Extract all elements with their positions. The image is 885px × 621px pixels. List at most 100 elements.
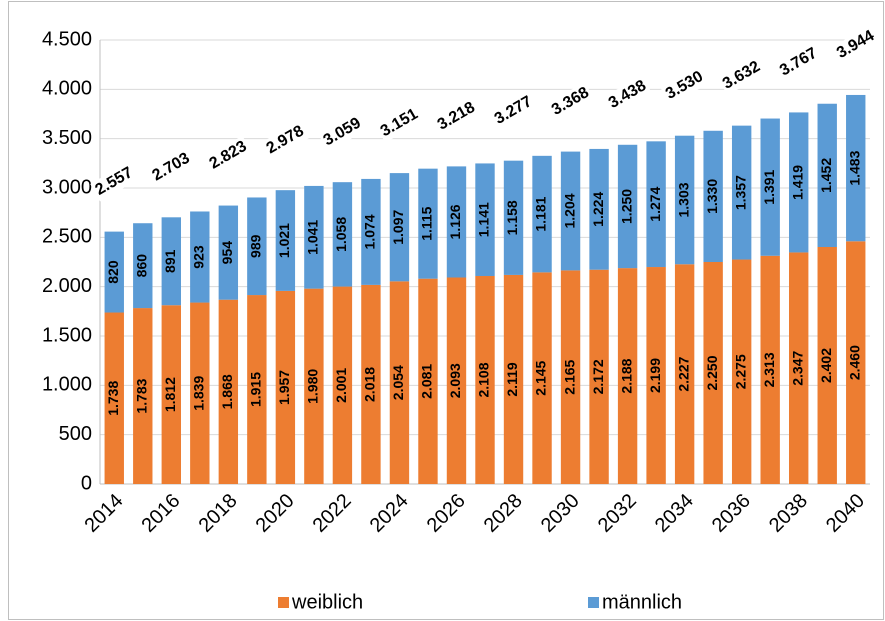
data-label: 1.041	[305, 220, 321, 255]
bar-segment	[161, 217, 181, 306]
data-label: 1.115	[419, 206, 435, 240]
total-label-bg	[660, 66, 709, 106]
total-label: 3.767	[774, 42, 823, 82]
data-label: 1.274	[647, 186, 663, 221]
data-label: 1.419	[789, 165, 805, 200]
data-label: 1.980	[305, 369, 321, 404]
y-tick-label: 4.000	[42, 78, 92, 100]
total-label: 3.059	[318, 112, 367, 152]
total-label: 2.703	[147, 147, 196, 187]
data-label: 1.957	[276, 370, 292, 405]
bar-segment	[646, 141, 666, 268]
bar-segment	[133, 223, 153, 309]
x-tick-label: 2026	[423, 490, 470, 537]
bar-segment	[446, 277, 467, 484]
bar-segment	[275, 190, 296, 291]
total-label: 2.557	[90, 162, 139, 202]
data-label: 2.108	[476, 362, 492, 397]
data-label: 820	[105, 260, 121, 284]
data-label: 1.204	[561, 193, 577, 228]
bar-segment	[560, 270, 581, 484]
data-label: 1.303	[675, 182, 691, 217]
total-label-text: 3.277	[492, 93, 535, 128]
bar-segment	[817, 247, 837, 484]
y-tick-label: 0	[81, 472, 92, 494]
data-label: 1.141	[476, 202, 492, 237]
bar-segment	[760, 118, 780, 256]
data-label: 1.250	[618, 189, 634, 224]
bar-segment	[589, 148, 609, 270]
x-tick-label: 2032	[594, 490, 641, 537]
bar-segment	[846, 241, 866, 484]
bar-segment	[218, 299, 239, 484]
data-label: 1.839	[191, 376, 207, 411]
total-label: 2.823	[204, 135, 253, 176]
data-label: 2.188	[618, 358, 634, 393]
total-label: 3.944	[831, 25, 880, 65]
bar-segment	[532, 272, 552, 484]
bar-segment	[817, 103, 837, 248]
data-label: 2.001	[333, 368, 349, 403]
bar-segment	[247, 197, 267, 296]
data-label: 1.391	[761, 169, 777, 204]
bar-segment	[133, 308, 153, 484]
x-tick-label: 2040	[822, 490, 869, 537]
total-label-text: 3.530	[663, 68, 706, 103]
data-label: 923	[191, 245, 207, 269]
data-label: 2.081	[419, 364, 435, 399]
total-label: 3.438	[603, 75, 652, 115]
bar-segment	[475, 163, 495, 277]
chart-border	[8, 1, 884, 620]
total-label-bg	[489, 91, 538, 131]
bar-segment	[161, 305, 181, 484]
bar-segment	[332, 286, 353, 484]
bar-segment	[846, 94, 866, 242]
bar-segment	[731, 125, 752, 260]
bar-segment	[789, 252, 809, 484]
total-label-text: 2.978	[264, 123, 307, 158]
total-label-bg	[432, 96, 481, 137]
data-label: 1.357	[732, 175, 748, 210]
bar-segment	[646, 267, 666, 484]
total-label-text: 3.944	[834, 27, 877, 62]
bar-segment	[304, 185, 324, 289]
data-label: 1.330	[704, 179, 720, 214]
data-label: 2.054	[390, 365, 406, 400]
legend-label: männlich	[602, 591, 682, 613]
legend-swatch	[278, 597, 289, 608]
total-label-text: 3.151	[378, 105, 421, 140]
bar-segment	[617, 144, 638, 269]
total-label: 3.218	[432, 96, 481, 137]
bar-segment	[674, 264, 695, 484]
bar-segment	[475, 276, 495, 484]
bar-segment	[104, 312, 124, 484]
data-label: 1.126	[447, 204, 463, 239]
total-label-text: 3.059	[321, 115, 364, 150]
total-label: 3.368	[546, 82, 595, 122]
x-tick-label: 2022	[309, 490, 356, 537]
total-label: 3.277	[489, 91, 538, 131]
data-label: 2.402	[818, 348, 834, 383]
x-tick-label: 2038	[765, 490, 812, 537]
x-tick-label: 2024	[366, 490, 413, 537]
total-label-text: 3.767	[777, 45, 820, 80]
total-label-text: 2.703	[150, 150, 193, 185]
x-tick-label: 2016	[138, 490, 185, 537]
total-label-bg	[261, 120, 310, 160]
bar-segment	[760, 255, 780, 484]
x-tick-label: 2028	[480, 490, 527, 537]
bar-segment	[703, 262, 723, 484]
data-label: 1.483	[846, 150, 862, 185]
data-label: 2.460	[846, 345, 862, 380]
bar-segment	[617, 268, 638, 484]
data-label: 1.812	[162, 377, 178, 412]
y-tick-label: 500	[59, 423, 92, 445]
total-label-bg	[147, 147, 196, 187]
total-label: 2.978	[261, 120, 310, 160]
total-label-bg	[90, 162, 139, 202]
data-label: 1.868	[219, 374, 235, 409]
data-label: 2.119	[504, 362, 520, 396]
data-label: 1.158	[504, 200, 520, 235]
data-label: 2.145	[533, 360, 549, 395]
bar-segment	[703, 130, 723, 262]
